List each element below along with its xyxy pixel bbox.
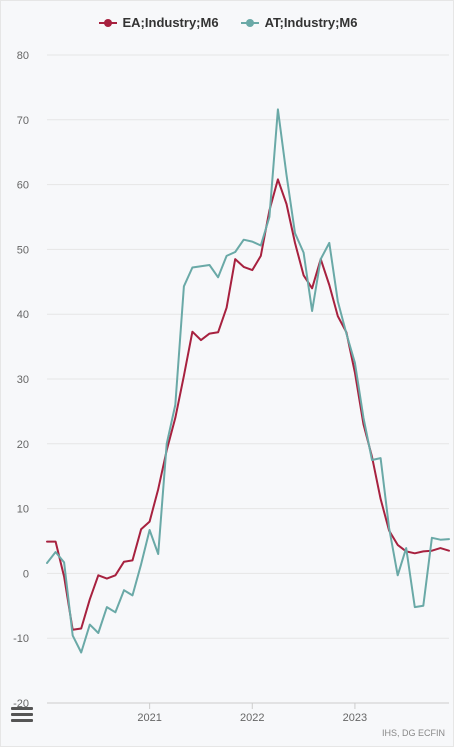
y-tick-label: 30 [17,374,29,386]
y-tick-label: 0 [23,568,29,580]
chart-legend: EA;Industry;M6 AT;Industry;M6 [1,15,454,30]
legend-item-at[interactable]: AT;Industry;M6 [240,15,358,30]
legend-item-ea[interactable]: EA;Industry;M6 [98,15,219,30]
x-tick-label: 2021 [137,712,161,724]
menu-bar-icon [11,719,33,722]
legend-symbol-ea [98,18,117,28]
y-tick-label: 70 [17,115,29,127]
legend-label-at: AT;Industry;M6 [264,15,358,30]
y-tick-label: 50 [17,244,29,256]
legend-symbol-at [240,18,259,28]
x-tick-label: 2022 [240,712,264,724]
y-tick-label: 80 [17,50,29,62]
y-tick-label: 20 [17,439,29,451]
series-line-at [46,108,450,654]
menu-bar-icon [11,713,33,716]
series-line-ea [46,178,450,631]
y-tick-label: 40 [17,309,29,321]
x-tick-label: 2023 [343,712,367,724]
chart-menu-button[interactable] [11,707,33,727]
menu-bar-icon [11,707,33,710]
y-tick-label: 60 [17,180,29,192]
legend-label-ea: EA;Industry;M6 [122,15,219,30]
chart-credits: IHS, DG ECFIN [381,728,445,738]
y-tick-label: -10 [13,633,29,645]
y-tick-label: 10 [17,504,29,516]
